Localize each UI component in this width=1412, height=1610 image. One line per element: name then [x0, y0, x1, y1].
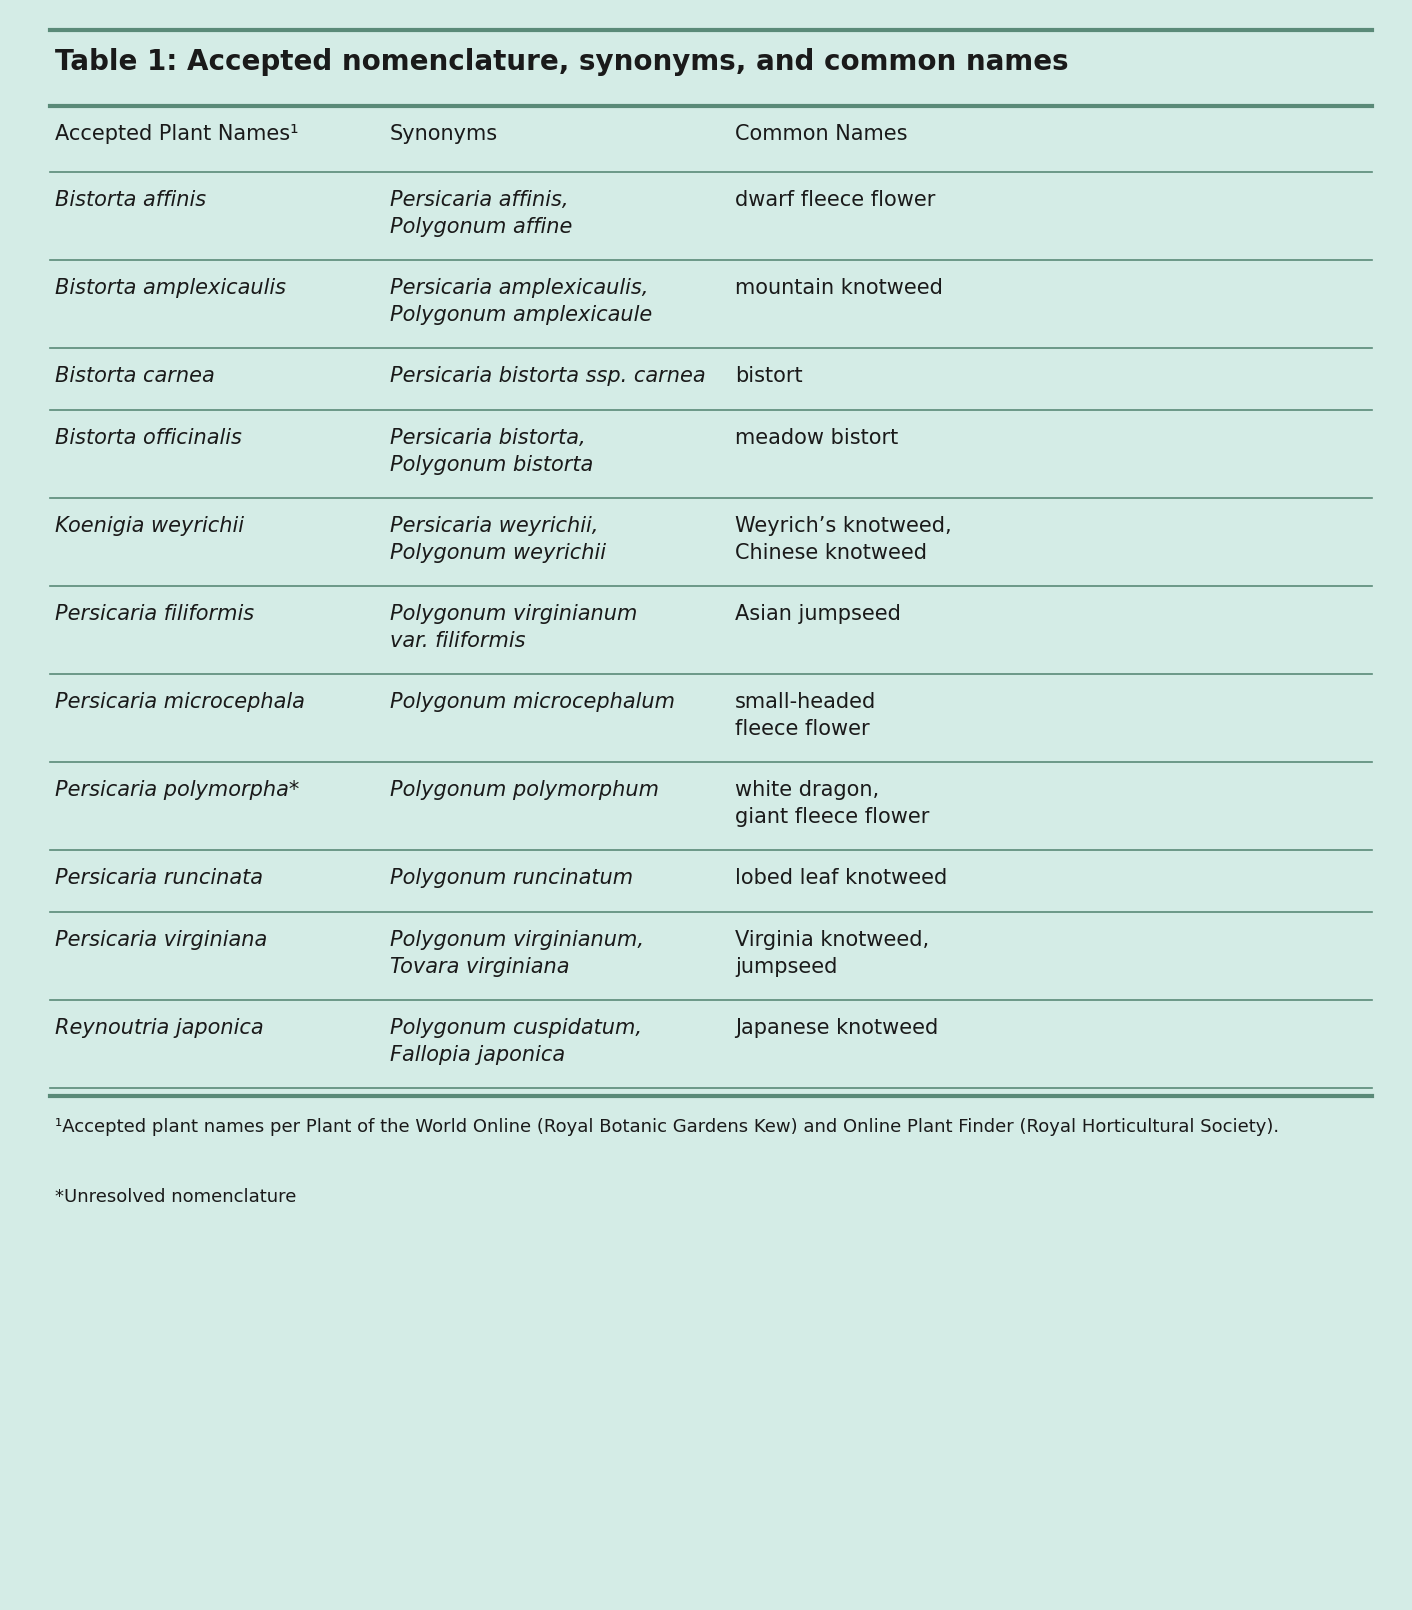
Text: Persicaria bistorta,
Polygonum bistorta: Persicaria bistorta, Polygonum bistorta	[390, 428, 593, 475]
Text: Reynoutria japonica: Reynoutria japonica	[55, 1018, 264, 1038]
Text: Table 1: Accepted nomenclature, synonyms, and common names: Table 1: Accepted nomenclature, synonyms…	[55, 48, 1069, 76]
Text: Bistorta carnea: Bistorta carnea	[55, 365, 215, 386]
Text: small-headed
fleece flower: small-headed fleece flower	[736, 692, 877, 739]
Text: Accepted Plant Names¹: Accepted Plant Names¹	[55, 124, 298, 143]
Text: meadow bistort: meadow bistort	[736, 428, 898, 448]
Text: Persicaria polymorpha*: Persicaria polymorpha*	[55, 779, 299, 800]
Text: Persicaria amplexicaulis,
Polygonum amplexicaule: Persicaria amplexicaulis, Polygonum ampl…	[390, 279, 652, 325]
Text: Synonyms: Synonyms	[390, 124, 498, 143]
Text: mountain knotweed: mountain knotweed	[736, 279, 943, 298]
Text: Polygonum cuspidatum,
Fallopia japonica: Polygonum cuspidatum, Fallopia japonica	[390, 1018, 642, 1066]
Text: Persicaria filiformis: Persicaria filiformis	[55, 604, 254, 625]
Text: Bistorta amplexicaulis: Bistorta amplexicaulis	[55, 279, 287, 298]
Text: Persicaria virginiana: Persicaria virginiana	[55, 931, 267, 950]
Text: Bistorta officinalis: Bistorta officinalis	[55, 428, 241, 448]
Text: Persicaria weyrichii,
Polygonum weyrichii: Persicaria weyrichii, Polygonum weyrichi…	[390, 515, 606, 564]
Text: Persicaria bistorta ssp. carnea: Persicaria bistorta ssp. carnea	[390, 365, 706, 386]
Text: Virginia knotweed,
jumpseed: Virginia knotweed, jumpseed	[736, 931, 929, 977]
Text: Polygonum polymorphum: Polygonum polymorphum	[390, 779, 659, 800]
Text: dwarf fleece flower: dwarf fleece flower	[736, 190, 935, 209]
Text: Koenigia weyrichii: Koenigia weyrichii	[55, 515, 244, 536]
Text: Polygonum microcephalum: Polygonum microcephalum	[390, 692, 675, 712]
Text: *Unresolved nomenclature: *Unresolved nomenclature	[55, 1188, 297, 1206]
Text: Persicaria affinis,
Polygonum affine: Persicaria affinis, Polygonum affine	[390, 190, 572, 237]
Text: Weyrich’s knotweed,
Chinese knotweed: Weyrich’s knotweed, Chinese knotweed	[736, 515, 952, 564]
Text: lobed leaf knotweed: lobed leaf knotweed	[736, 868, 947, 889]
Text: Bistorta affinis: Bistorta affinis	[55, 190, 206, 209]
Text: Asian jumpseed: Asian jumpseed	[736, 604, 901, 625]
Text: white dragon,
giant fleece flower: white dragon, giant fleece flower	[736, 779, 929, 828]
Text: Polygonum virginianum
var. filiformis: Polygonum virginianum var. filiformis	[390, 604, 637, 650]
Text: Polygonum virginianum,
Tovara virginiana: Polygonum virginianum, Tovara virginiana	[390, 931, 644, 977]
Text: Common Names: Common Names	[736, 124, 908, 143]
Text: ¹Accepted plant names per Plant of the World Online (Royal Botanic Gardens Kew) : ¹Accepted plant names per Plant of the W…	[55, 1117, 1279, 1137]
Text: Japanese knotweed: Japanese knotweed	[736, 1018, 938, 1038]
Text: Persicaria microcephala: Persicaria microcephala	[55, 692, 305, 712]
Text: Persicaria runcinata: Persicaria runcinata	[55, 868, 263, 889]
Text: bistort: bistort	[736, 365, 802, 386]
Text: Polygonum runcinatum: Polygonum runcinatum	[390, 868, 633, 889]
